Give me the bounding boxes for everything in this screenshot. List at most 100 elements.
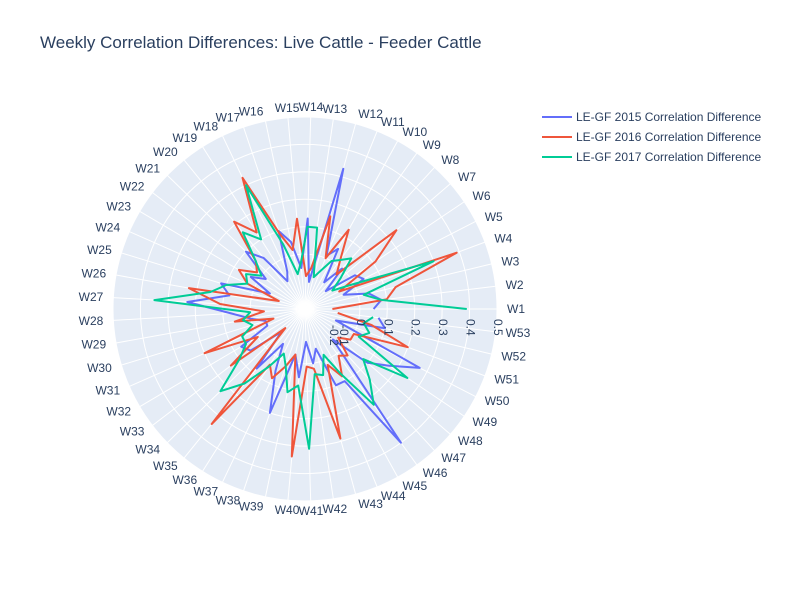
angular-grid-line: [304, 285, 496, 310]
legend-label: LE-GF 2015 Correlation Difference: [576, 110, 762, 124]
angular-tick-label: W21: [135, 161, 160, 175]
angular-tick-label: W26: [81, 266, 106, 280]
radial-grid-circle: [139, 143, 471, 475]
radial-tick-label: -0.1: [337, 325, 351, 346]
angular-grid-line: [139, 308, 306, 408]
angular-tick-label: W34: [135, 443, 160, 457]
angular-grid-line: [243, 126, 306, 310]
radial-grid-circle: [194, 198, 416, 420]
angular-tick-label: W45: [403, 479, 428, 493]
angular-tick-label: W38: [216, 493, 241, 507]
radial-tick-label: -0.2: [327, 325, 341, 346]
angular-tick-label: W5: [485, 210, 503, 224]
radial-tick-label: 0.1: [381, 319, 395, 336]
angular-grid-line: [304, 308, 451, 435]
series-line-2: [187, 176, 458, 458]
angular-tick-label: W3: [501, 255, 519, 269]
angular-grid-line: [202, 308, 306, 472]
angular-tick-label: W15: [275, 101, 300, 115]
angular-grid-line: [113, 297, 306, 310]
angular-tick-label: W19: [172, 131, 197, 145]
angular-tick-label: W42: [322, 502, 347, 516]
radial-tick-label: 0.3: [436, 319, 450, 336]
angular-grid-line: [304, 308, 399, 478]
angular-grid-line: [221, 308, 306, 483]
legend-label: LE-GF 2017 Correlation Difference: [576, 150, 762, 164]
angular-tick-label: W1: [507, 302, 525, 316]
angular-tick-label: W8: [441, 153, 459, 167]
angular-grid-line: [152, 192, 306, 310]
series-layer: [153, 167, 467, 458]
legend-label: LE-GF 2016 Correlation Difference: [576, 130, 762, 144]
angular-grid-line: [152, 308, 306, 426]
angular-grid-line: [304, 308, 378, 488]
angular-tick-label: W31: [95, 383, 120, 397]
angular-tick-label: W43: [358, 497, 383, 511]
radial-tick-label: 0.5: [491, 319, 505, 336]
angular-tick-label: W14: [299, 100, 324, 114]
angular-tick-label: W41: [299, 504, 324, 518]
angular-grid-line: [287, 308, 306, 501]
radial-grid-circle: [112, 116, 498, 502]
radial-grid-circle: [167, 171, 443, 447]
angular-tick-label: W30: [87, 361, 112, 375]
angular-grid-line: [304, 130, 378, 310]
angular-grid-line: [304, 308, 465, 417]
angular-grid-line: [264, 121, 306, 310]
polar-grid: [112, 116, 498, 502]
angular-tick-label: W2: [506, 278, 524, 292]
angular-tick-label: W37: [193, 484, 218, 498]
angular-tick-label: W12: [358, 107, 383, 121]
axis-labels: W1W2W3W4W5W6W7W8W9W10W11W12W13W14W15W16W…: [79, 100, 531, 518]
angular-tick-label: W49: [473, 415, 498, 429]
angular-tick-label: W44: [381, 489, 406, 503]
angular-tick-label: W24: [95, 221, 120, 235]
angular-tick-label: W18: [193, 120, 218, 134]
angular-tick-label: W52: [501, 349, 526, 363]
angular-grid-line: [139, 210, 306, 310]
angular-grid-line: [304, 308, 492, 355]
angular-grid-line: [304, 220, 477, 310]
angular-tick-label: W4: [494, 232, 512, 246]
angular-grid-line: [264, 308, 306, 497]
angular-tick-label: W10: [403, 125, 428, 139]
angular-tick-label: W29: [81, 338, 106, 352]
angular-grid-line: [113, 308, 306, 321]
radial-tick-label: 0.4: [464, 319, 478, 336]
angular-tick-label: W7: [458, 170, 476, 184]
angular-tick-label: W27: [79, 290, 104, 304]
angular-tick-label: W47: [441, 451, 466, 465]
angular-tick-label: W25: [87, 243, 112, 257]
angular-tick-label: W6: [473, 189, 491, 203]
angular-tick-label: W17: [216, 111, 241, 125]
angular-tick-label: W40: [275, 503, 300, 517]
angular-tick-label: W51: [494, 372, 519, 386]
angular-tick-label: W50: [485, 394, 510, 408]
legend: LE-GF 2015 Correlation Difference LE-GF 2…: [542, 110, 762, 164]
angular-tick-label: W13: [322, 102, 347, 116]
angular-tick-label: W35: [153, 459, 178, 473]
angular-tick-label: W53: [506, 326, 531, 340]
angular-tick-label: W9: [423, 138, 441, 152]
angular-grid-line: [304, 308, 357, 495]
angular-tick-label: W32: [106, 405, 131, 419]
angular-tick-label: W22: [120, 179, 145, 193]
angular-tick-label: W23: [106, 199, 131, 213]
chart-title: Weekly Correlation Differences: Live Cat…: [40, 33, 482, 52]
angular-tick-label: W36: [172, 473, 197, 487]
radial-tick-label: 0: [354, 319, 368, 326]
angular-tick-label: W33: [120, 425, 145, 439]
angular-grid-line: [304, 308, 334, 499]
angular-tick-label: W11: [381, 115, 405, 129]
angular-grid-line: [221, 135, 306, 310]
angular-grid-line: [129, 231, 306, 310]
angular-grid-line: [166, 174, 306, 310]
angular-tick-label: W28: [79, 314, 104, 328]
angular-grid-line: [115, 308, 306, 344]
angular-tick-label: W48: [458, 434, 483, 448]
angular-tick-label: W46: [423, 466, 448, 480]
angular-grid-line: [304, 140, 399, 310]
angular-grid-line: [304, 308, 496, 333]
